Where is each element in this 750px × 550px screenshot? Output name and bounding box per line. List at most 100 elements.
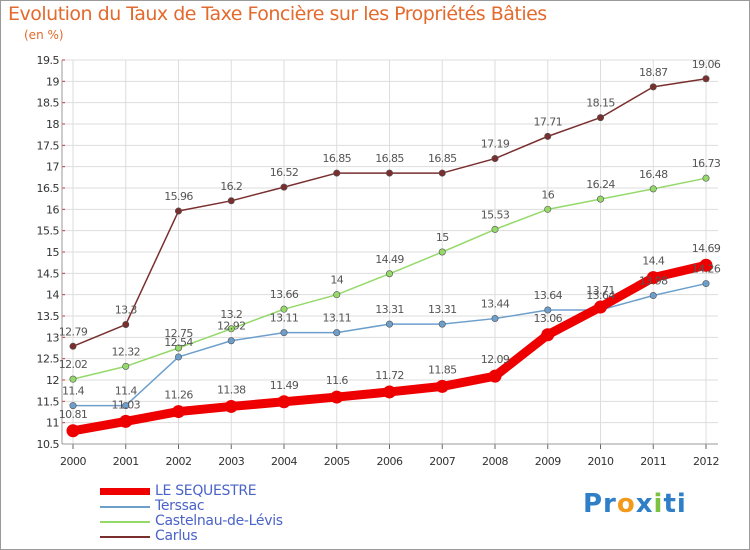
data-point-terssac (544, 306, 552, 314)
y-tick-label: 14 (46, 289, 59, 302)
data-point-carlus (702, 75, 710, 83)
data-label-castelnau-de-levis: 16.73 (692, 157, 721, 170)
y-tick-label: 19 (46, 75, 59, 88)
y-tick-label: 16.5 (37, 182, 60, 195)
data-point-carlus (385, 169, 393, 177)
y-tick-label: 18 (46, 118, 59, 131)
data-point-castelnau-de-levis (649, 185, 657, 193)
data-point-le-sequestre (383, 385, 396, 399)
data-label-terssac: 13.64 (586, 289, 615, 302)
data-point-castelnau-de-levis (175, 344, 183, 352)
data-label-le-sequestre: 13.06 (534, 312, 563, 325)
x-tick-label: 2002 (166, 455, 192, 468)
data-point-castelnau-de-levis (385, 270, 393, 278)
logo-part-4: i (653, 489, 664, 519)
data-point-carlus (227, 197, 235, 205)
data-point-carlus (596, 114, 604, 122)
data-label-carlus: 16.85 (428, 152, 457, 165)
data-point-castelnau-de-levis (544, 205, 552, 213)
data-point-le-sequestre (435, 379, 449, 393)
data-point-castelnau-de-levis (596, 195, 604, 203)
data-point-carlus (280, 183, 288, 191)
data-label-carlus: 17.71 (534, 115, 563, 128)
data-label-le-sequestre: 10.81 (59, 408, 88, 421)
data-label-carlus: 15.96 (164, 190, 193, 203)
data-point-carlus (69, 342, 77, 350)
data-point-carlus (438, 169, 446, 177)
data-point-terssac (175, 353, 183, 361)
data-label-le-sequestre: 11.72 (375, 369, 404, 382)
series-lines (66, 75, 713, 438)
data-point-castelnau-de-levis (491, 225, 499, 233)
data-label-carlus: 18.87 (639, 66, 668, 79)
data-point-le-sequestre (699, 258, 713, 272)
y-tick-label: 13 (46, 331, 59, 344)
proxiti-logo: Proxiti (583, 489, 687, 519)
data-label-carlus: 12.79 (59, 325, 88, 338)
data-point-castelnau-de-levis (702, 174, 710, 182)
data-label-terssac: 13.31 (375, 303, 404, 316)
data-label-castelnau-de-levis: 14.49 (375, 253, 404, 266)
data-labels: 12.79 13.3 15.96 16.2 16.52 16.85 16.85 16.85 17… (59, 58, 722, 421)
data-label-le-sequestre: 14.69 (692, 242, 721, 255)
data-point-le-sequestre (66, 424, 80, 438)
data-label-castelnau-de-levis: 13.66 (270, 288, 299, 301)
chart-title: Evolution du Taux de Taxe Foncière sur l… (8, 3, 547, 25)
data-point-terssac (122, 402, 130, 410)
y-tick-label: 17.5 (37, 139, 60, 152)
y-tick-label: 15 (46, 246, 59, 259)
data-point-carlus (649, 83, 657, 91)
data-label-terssac: 13.44 (481, 298, 510, 311)
data-point-castelnau-de-levis (438, 248, 446, 256)
data-point-terssac (385, 320, 393, 328)
data-label-terssac: 13.98 (639, 275, 668, 288)
data-point-carlus (175, 207, 183, 215)
data-label-le-sequestre: 11.49 (270, 379, 299, 392)
data-label-castelnau-de-levis: 14 (330, 274, 343, 287)
x-tick-label: 2009 (535, 455, 561, 468)
data-label-le-sequestre: 13.71 (586, 284, 615, 297)
legend-label-terssac: Terssac (155, 498, 205, 514)
data-point-terssac (227, 337, 235, 345)
x-tick-label: 2006 (377, 455, 403, 468)
data-label-le-sequestre: 11.85 (428, 363, 457, 376)
y-tick-label: 18.5 (37, 97, 60, 110)
data-point-castelnau-de-levis (280, 305, 288, 313)
data-point-terssac (438, 320, 446, 328)
legend-swatch-castelnau-de-levis (100, 521, 150, 523)
data-label-terssac: 14.26 (692, 263, 721, 276)
logo-part-1: Pr (583, 489, 617, 519)
data-point-le-sequestre (646, 271, 660, 285)
data-label-terssac: 12.92 (217, 320, 246, 333)
axes: 10.5 11 11.5 12 12.5 13 13.5 14 14.5 15 15.5 16 16.5… (37, 54, 720, 468)
x-tick-label: 2001 (113, 455, 139, 468)
data-label-le-sequestre: 11.26 (164, 389, 193, 402)
data-label-terssac: 11.4 (62, 385, 85, 398)
legend-swatch-terssac (100, 506, 150, 508)
data-point-le-sequestre (541, 328, 555, 342)
y-tick-label: 12.5 (37, 353, 60, 366)
data-label-carlus: 13.3 (115, 304, 138, 317)
data-point-carlus (544, 132, 552, 140)
legend-label-le-sequestre: LE SEQUESTRE (155, 483, 257, 499)
data-label-castelnau-de-levis: 13.2 (220, 308, 242, 321)
data-label-castelnau-de-levis: 16.48 (639, 168, 668, 181)
data-point-carlus (491, 155, 499, 163)
data-label-le-sequestre: 11.38 (217, 383, 246, 396)
data-label-terssac: 13.64 (534, 289, 563, 302)
data-label-carlus: 16.85 (375, 152, 404, 165)
data-label-le-sequestre: 11.6 (326, 374, 349, 387)
data-point-castelnau-de-levis (122, 362, 130, 370)
legend-swatch-le-sequestre (100, 488, 150, 495)
y-tick-label: 11.5 (37, 395, 60, 408)
y-tick-label: 19.5 (37, 54, 60, 67)
data-point-carlus (333, 169, 341, 177)
data-point-terssac (333, 329, 341, 337)
x-tick-label: 2011 (640, 455, 666, 468)
legend-swatch-carlus (100, 536, 150, 538)
y-tick-label: 17 (46, 161, 59, 174)
y-tick-label: 14.5 (37, 267, 60, 280)
x-tick-label: 2012 (693, 455, 719, 468)
data-label-le-sequestre: 11.03 (112, 398, 141, 411)
data-label-terssac: 12.54 (164, 336, 193, 349)
